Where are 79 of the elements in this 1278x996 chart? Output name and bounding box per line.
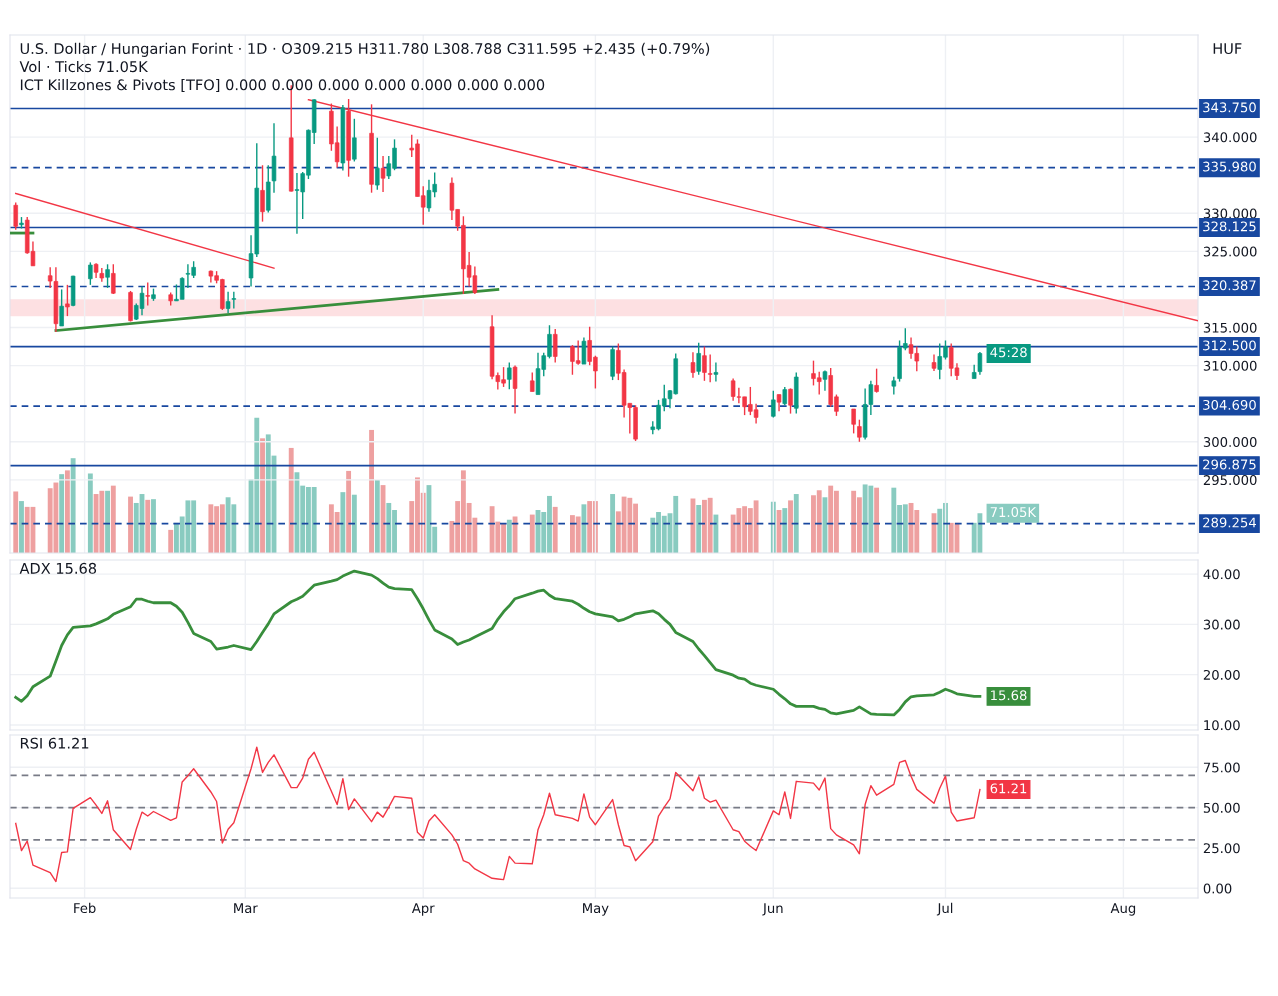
bar [529,514,535,553]
y-tick-label: 0.00 [1203,883,1232,894]
annotation: Vol · Ticks 71.05K [19,60,149,73]
candlestick [788,387,793,415]
ref-line-label: 312.500 [1203,340,1256,351]
y-tick-label: 315.000 [1203,322,1257,333]
candlestick [977,351,983,376]
candlestick [702,345,707,382]
candlestick [352,118,357,163]
y-axis-title: HUF [1213,43,1242,55]
ref-line-label: 320.387 [1203,280,1256,291]
candlestick [380,155,386,193]
candlestick [713,361,719,383]
bar [782,508,788,553]
bar [346,470,352,553]
candlestick [260,164,265,223]
bar [581,504,587,553]
annotation: 15.68 [991,690,1027,701]
x-tick-label: Feb [74,902,96,914]
candlestick [530,371,535,393]
y-tick-label: 330.000 [1203,208,1257,219]
candlestick [375,137,380,191]
annotation: 61.21 [990,783,1027,794]
ref-line-label: 304.690 [1203,399,1256,410]
y-tick-label: 340.000 [1203,132,1257,143]
y-tick-label: 10.00 [1204,720,1240,731]
candlestick [874,367,879,394]
bar [351,494,357,553]
candlestick [581,336,587,365]
x-tick-label: May [583,903,609,916]
bar [713,514,719,553]
bar [374,479,380,553]
candlestick [707,353,713,384]
candlestick [552,328,558,364]
chart-title: RSI 61.21 [20,737,89,749]
x-tick-label: Aug [1110,903,1136,916]
bar [288,447,294,553]
bar [788,500,793,553]
text: U.S. Dollar / Hungarian Forint · 1D · O309.215 H311.780 L308.788 C311.595 +2.435 (+0.79%) [20,42,710,57]
ref-line-label: 343.750 [1203,102,1256,113]
annotation: 45:28 [990,347,1027,358]
y-tick-label: 295.000 [1203,475,1257,486]
candlestick [782,386,788,406]
y-tick-label: 25.00 [1203,843,1240,854]
ref-line-label: 328.125 [1203,221,1256,232]
ref-line-label: 289.254 [1203,517,1256,528]
bar [610,494,616,553]
bar [793,494,799,553]
candlestick [696,342,701,376]
bar [696,504,702,553]
bar [260,438,265,553]
y-tick-label: 20.00 [1203,669,1240,680]
y-tick-label: 75.00 [1203,762,1240,773]
bar [552,506,558,553]
bar [340,492,346,553]
annotation: ICT Killzones & Pivots [TFO] 0.000 0.000 0.000 0.000 0.000 0.000 0.000 [20,79,545,93]
candlestick [507,361,512,390]
y-tick-label: 30.00 [1203,619,1240,630]
candlestick [857,418,862,443]
x-tick-label: Apr [411,903,435,916]
candlestick [851,408,856,435]
candlestick [690,351,696,379]
y-tick-label: 325.000 [1203,246,1257,257]
chart-title: ADX 15.68 [19,562,97,574]
candlestick [512,364,518,415]
x-tick-label: Mar [234,903,258,914]
x-tick-label: Jun [762,903,783,916]
y-tick-label: 310.000 [1203,360,1257,371]
x-tick-label: Jul [936,902,953,916]
y-tick-label: 300.000 [1203,437,1257,447]
bar [874,487,880,553]
ref-line-label: 296.875 [1203,459,1256,470]
annotation: 71.05K [990,507,1037,518]
bar [506,519,512,553]
y-tick-label: 50.00 [1203,802,1240,813]
candlestick [771,390,776,419]
ref-line-label: 335.980 [1203,161,1256,172]
y-tick-label: 40.00 [1203,569,1240,580]
bar [369,429,374,553]
